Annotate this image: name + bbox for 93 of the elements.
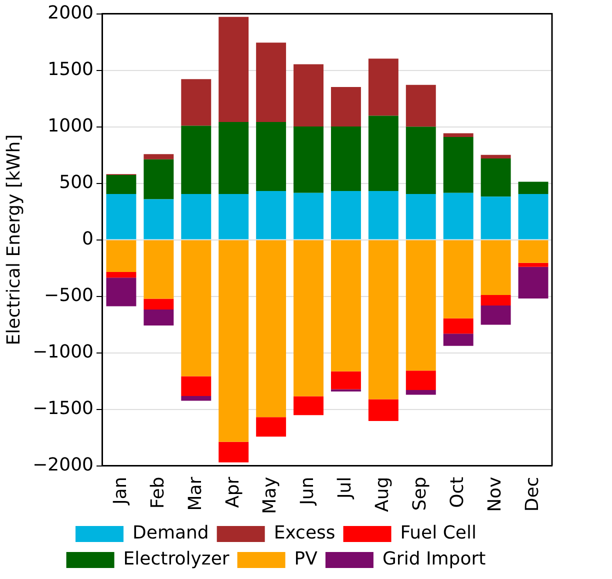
legend-label: Electrolyzer xyxy=(123,548,230,570)
y-tick-label: −2000 xyxy=(32,454,94,476)
bar xyxy=(480,154,511,159)
y-tick-label: −1000 xyxy=(32,341,94,362)
bar xyxy=(368,190,398,240)
y-tick-label: 2000 xyxy=(48,2,94,24)
bar xyxy=(368,240,398,400)
bar xyxy=(406,126,436,194)
bar xyxy=(144,310,174,326)
bar xyxy=(406,390,436,395)
bar xyxy=(294,64,324,126)
bar xyxy=(181,240,212,376)
bar xyxy=(443,136,474,193)
legend-label: PV xyxy=(294,548,318,570)
bar xyxy=(480,305,511,325)
y-tick-label: 0 xyxy=(82,228,94,250)
x-tick-label: Sep xyxy=(410,476,431,511)
legend-label: Fuel Cell xyxy=(400,522,476,544)
bar xyxy=(144,298,174,310)
bar xyxy=(443,133,474,137)
bar xyxy=(256,190,286,240)
bar xyxy=(480,240,511,296)
bar xyxy=(106,278,136,306)
bar xyxy=(144,159,174,200)
x-tick-label: Nov xyxy=(484,476,506,512)
bar xyxy=(218,122,249,194)
bar xyxy=(106,194,136,240)
bar xyxy=(294,126,324,193)
x-tick-label: Apr xyxy=(222,476,244,508)
bar xyxy=(256,240,286,418)
x-tick-label: Jul xyxy=(334,476,356,500)
bar xyxy=(406,84,436,127)
x-tick-label: Aug xyxy=(372,476,394,512)
bar xyxy=(330,371,361,390)
x-tick-label: Jan xyxy=(110,476,131,506)
x-tick-label: May xyxy=(260,476,281,514)
bar xyxy=(330,240,361,372)
bar xyxy=(443,240,474,318)
bar xyxy=(106,272,136,278)
bar xyxy=(256,417,286,437)
bar xyxy=(330,190,361,240)
bar xyxy=(368,58,398,116)
bar xyxy=(106,175,136,194)
bar xyxy=(443,334,474,346)
legend-label: Excess xyxy=(274,522,336,544)
y-tick-label: 1500 xyxy=(48,58,94,80)
x-tick-label: Feb xyxy=(147,476,168,509)
bar xyxy=(330,126,361,191)
bar xyxy=(218,240,249,442)
bar xyxy=(480,295,511,306)
x-tick-label: Oct xyxy=(447,476,468,508)
bar xyxy=(518,240,548,263)
bar xyxy=(518,262,548,267)
bar xyxy=(518,266,548,298)
y-tick-label: 500 xyxy=(59,172,94,193)
bar xyxy=(181,194,212,240)
x-tick-label: Dec xyxy=(522,476,543,512)
bar xyxy=(368,399,398,422)
bar xyxy=(480,196,511,240)
bar xyxy=(406,240,436,371)
bar xyxy=(443,318,474,334)
bar xyxy=(144,199,174,240)
bar xyxy=(443,192,474,240)
bar xyxy=(144,240,174,299)
bar xyxy=(218,16,249,122)
bar xyxy=(256,122,286,191)
legend-label: Grid Import xyxy=(382,548,486,570)
bar xyxy=(406,194,436,240)
bar xyxy=(294,192,324,240)
bar xyxy=(368,116,398,191)
bar xyxy=(181,396,212,401)
bar xyxy=(406,370,436,390)
bar xyxy=(181,126,212,194)
bar xyxy=(480,158,511,197)
x-tick-label: Jun xyxy=(297,476,318,506)
bar xyxy=(256,42,286,122)
bar xyxy=(294,240,324,396)
y-tick-label: 1000 xyxy=(48,115,94,136)
legend-label: Demand xyxy=(132,522,209,544)
bar xyxy=(181,376,212,396)
bar xyxy=(144,154,174,160)
y-tick-label: −500 xyxy=(44,284,94,306)
bar xyxy=(106,240,136,272)
bar xyxy=(330,87,361,126)
bar xyxy=(518,194,548,240)
bar xyxy=(294,396,324,416)
x-tick-label: Mar xyxy=(184,476,206,511)
bar xyxy=(181,79,212,126)
bar xyxy=(518,182,548,194)
y-tick-label: −1500 xyxy=(32,398,94,419)
bar xyxy=(218,442,249,462)
y-axis-title: Electrical Energy [kWh] xyxy=(3,134,24,346)
bar xyxy=(218,194,249,240)
